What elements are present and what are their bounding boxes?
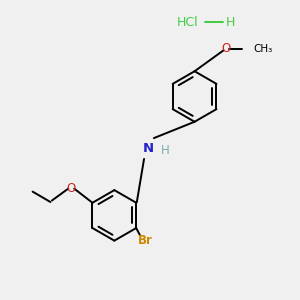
Text: HCl: HCl (176, 16, 198, 29)
Text: N: N (143, 142, 154, 155)
Text: H: H (160, 144, 169, 158)
Text: O: O (221, 42, 230, 56)
Text: Br: Br (138, 234, 153, 247)
Text: H: H (226, 16, 235, 29)
Text: O: O (67, 182, 76, 195)
Text: CH₃: CH₃ (254, 44, 273, 54)
